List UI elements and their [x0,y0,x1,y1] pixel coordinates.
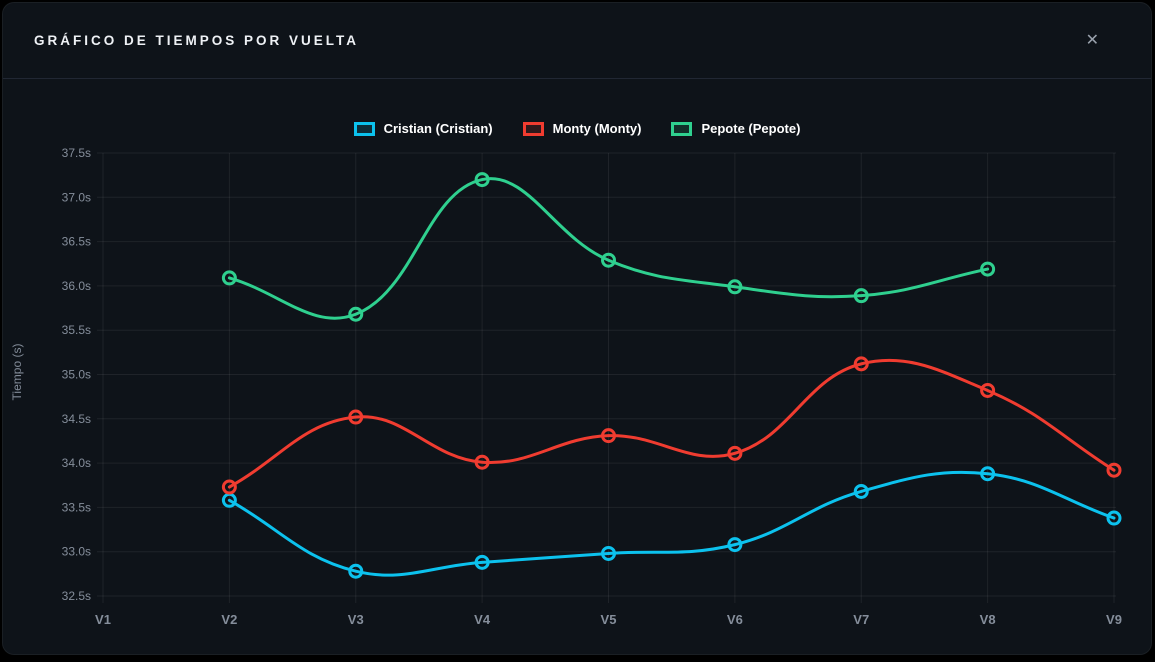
data-point-monty [474,454,490,470]
y-tick-label: 36.5s [62,235,91,249]
modal-title: GRÁFICO DE TIEMPOS POR VUELTA [34,33,360,48]
legend-item-cristian[interactable]: Cristian (Cristian) [353,121,493,136]
lap-times-chart: Cristian (Cristian) Monty (Monty) Pepote (… [3,79,1151,654]
data-point-cristian [853,483,869,499]
y-tick-label: 33.5s [62,500,91,514]
x-tick-label: V7 [853,612,869,627]
x-tick-label: V5 [601,612,617,627]
series-line-cristian [227,470,1116,577]
data-point-cristian [1106,510,1122,526]
legend-label: Cristian (Cristian) [383,121,493,136]
y-tick-label: 34.5s [62,412,91,426]
y-tick-label: 36.0s [62,279,91,293]
modal-header: GRÁFICO DE TIEMPOS POR VUELTA ✕ [3,3,1151,79]
data-point-monty [853,356,869,372]
data-point-cristian [727,537,743,553]
y-tick-label: 37.0s [62,190,91,204]
data-point-pepote [474,172,490,188]
legend-label: Pepote (Pepote) [701,121,801,136]
close-icon[interactable]: ✕ [1080,27,1105,55]
x-tick-label: V1 [95,612,111,627]
data-point-monty [980,382,996,398]
legend-label: Monty (Monty) [552,121,642,136]
y-tick-label: 32.5s [62,589,91,603]
y-tick-label: 35.5s [62,323,91,337]
data-point-cristian [980,466,996,482]
chart-legend: Cristian (Cristian) Monty (Monty) Pepote (… [3,121,1151,136]
legend-item-monty[interactable]: Monty (Monty) [522,121,642,136]
x-tick-label: V2 [221,612,237,627]
line-chart-canvas: 37.5s 37.0s 36.5s 36.0s 35.5s 35.0s 34.5s 34.0s… [62,146,1122,627]
y-tick-label: 34.0s [62,456,91,470]
data-point-pepote [348,306,364,322]
data-point-cristian [601,545,616,561]
data-point-pepote [727,279,743,295]
series-line-pepote [227,177,990,320]
y-tick-label: 35.0s [62,368,91,382]
data-point-monty [1106,462,1122,478]
x-tick-label: V9 [1106,612,1122,627]
x-tick-label: V4 [474,612,491,627]
data-point-pepote [853,288,869,304]
y-axis-title: Tiempo (s) [10,343,24,401]
y-tick-label: 33.0s [62,545,91,559]
data-point-monty [601,428,616,444]
series-line-monty [227,358,1116,489]
legend-swatch [522,121,544,136]
data-point-monty [348,409,364,425]
x-tick-label: V8 [980,612,996,627]
y-tick-label: 37.5s [62,146,91,160]
data-point-cristian [474,554,490,570]
x-tick-label: V3 [348,612,364,627]
x-tick-label: V6 [727,612,743,627]
data-point-pepote [980,261,996,277]
legend-item-pepote[interactable]: Pepote (Pepote) [671,121,800,136]
legend-swatch [353,121,375,136]
data-point-cristian [348,563,364,579]
legend-swatch [671,121,693,136]
data-point-pepote [601,252,616,268]
data-point-pepote [221,270,237,286]
data-point-monty [221,479,237,495]
data-point-monty [727,445,743,461]
